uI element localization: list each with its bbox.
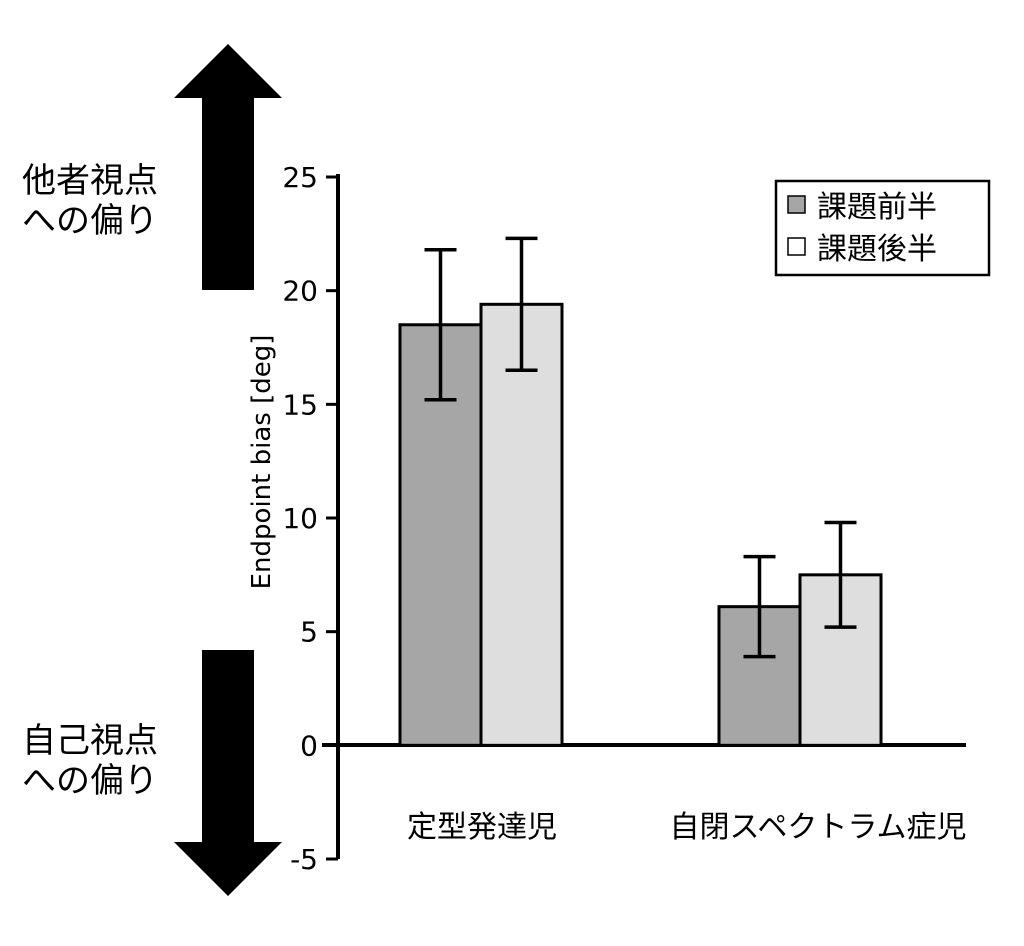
y-tick-label: 5 [300, 616, 318, 649]
bottom-annotation-line-1: 自己視点 [22, 721, 158, 761]
y-tick-label: 10 [282, 502, 318, 535]
y-tick-label: 0 [300, 729, 318, 762]
legend: 課題前半 課題後半 [774, 179, 991, 277]
bottom-annotation-line-2: への偏り [22, 761, 158, 801]
category-label-asd: 自閉スペクトラム症児 [670, 810, 967, 845]
legend-swatch-second-half [787, 237, 806, 256]
y-axis-title: Endpoint bias [deg] [247, 335, 277, 590]
up-arrow-icon [174, 44, 282, 290]
category-label-td: 定型発達児 [407, 810, 557, 845]
top-annotation-line-1: 他者視点 [22, 161, 158, 201]
y-tick-label: -5 [290, 843, 318, 876]
y-tick-label: 25 [282, 161, 318, 194]
down-arrow-icon [174, 650, 282, 896]
y-tick-label: 15 [282, 388, 318, 421]
legend-swatch-first-half [787, 195, 806, 214]
legend-box [774, 179, 991, 277]
legend-label-first-half: 課題前半 [817, 190, 937, 225]
top-annotation-line-2: への偏り [22, 201, 158, 241]
y-tick-label: 20 [282, 275, 318, 308]
legend-label-second-half: 課題後半 [817, 232, 937, 267]
